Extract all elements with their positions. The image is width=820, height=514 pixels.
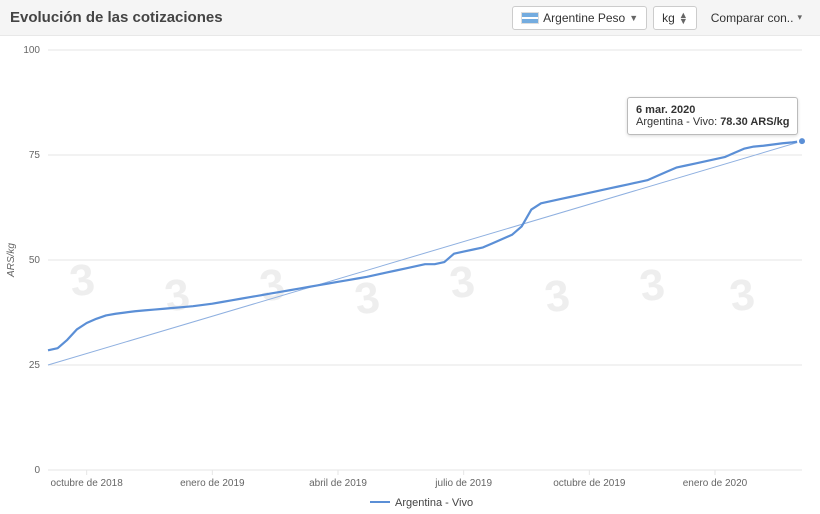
chart-tooltip: 6 mar. 2020 Argentina - Vivo: 78.30 ARS/… [627, 97, 798, 135]
svg-text:enero de 2019: enero de 2019 [180, 478, 245, 489]
compare-selector[interactable]: Comparar con.. ▾ [703, 6, 810, 30]
tooltip-date: 6 mar. 2020 [636, 104, 695, 116]
tooltip-value: 78.30 ARS/kg [720, 116, 789, 128]
currency-selector[interactable]: Argentine Peso ▼ [512, 6, 647, 30]
svg-text:0: 0 [34, 465, 40, 476]
header-bar: Evolución de las cotizaciones Argentine … [0, 0, 820, 36]
flag-argentina-icon [521, 12, 539, 24]
compare-label: Comparar con.. [711, 11, 794, 25]
svg-text:octubre de 2018: octubre de 2018 [51, 478, 124, 489]
svg-text:abril de 2019: abril de 2019 [309, 478, 367, 489]
tooltip-label: Argentina - Vivo: [636, 116, 720, 128]
header-controls: Argentine Peso ▼ kg ▲▼ Comparar con.. ▾ [512, 6, 810, 30]
currency-label: Argentine Peso [543, 11, 625, 25]
unit-selector[interactable]: kg ▲▼ [653, 6, 697, 30]
svg-text:Argentina - Vivo: Argentina - Vivo [395, 497, 473, 509]
svg-text:ARS/kg: ARS/kg [6, 243, 17, 278]
page-title: Evolución de las cotizaciones [10, 9, 223, 26]
svg-text:50: 50 [29, 255, 41, 266]
svg-text:enero de 2020: enero de 2020 [683, 478, 748, 489]
svg-text:100: 100 [23, 45, 40, 56]
stepper-icon: ▲▼ [679, 12, 688, 24]
svg-text:julio de 2019: julio de 2019 [434, 478, 492, 489]
svg-text:75: 75 [29, 150, 41, 161]
chart-container: 33333333 0255075100octubre de 2018enero … [0, 36, 820, 514]
chevron-down-icon: ▾ [797, 12, 802, 23]
svg-text:25: 25 [29, 360, 41, 371]
unit-label: kg [662, 11, 675, 25]
chevron-down-icon: ▼ [629, 13, 638, 23]
svg-text:octubre de 2019: octubre de 2019 [553, 478, 626, 489]
